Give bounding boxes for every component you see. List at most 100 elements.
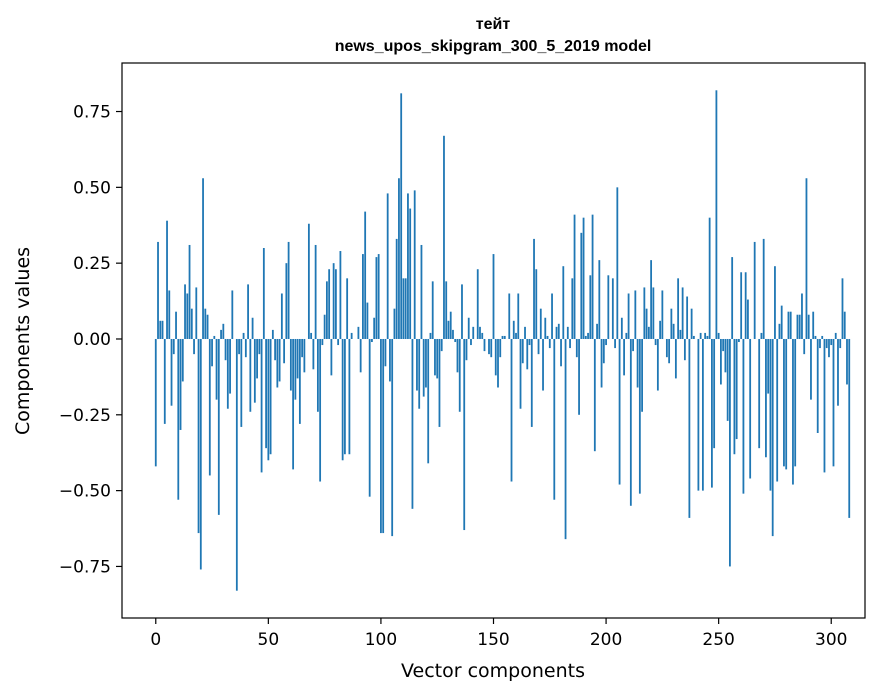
bar	[449, 311, 452, 339]
bar	[323, 314, 326, 339]
bar	[668, 338, 671, 364]
bar	[231, 290, 234, 339]
bar	[312, 338, 315, 370]
bar	[427, 338, 430, 464]
bar	[519, 338, 522, 409]
bar	[375, 257, 378, 339]
bar	[244, 338, 247, 358]
bar	[706, 335, 709, 339]
bar	[789, 311, 792, 339]
bar	[596, 323, 598, 339]
bar	[368, 338, 371, 497]
bar	[562, 266, 565, 339]
bar	[627, 293, 630, 339]
bar	[614, 338, 616, 349]
bar	[445, 281, 448, 339]
bar	[467, 317, 470, 339]
bar	[301, 338, 304, 358]
bar	[420, 244, 423, 339]
bar	[177, 338, 180, 500]
bar	[830, 338, 833, 346]
x-tick-label: 300	[815, 630, 847, 650]
bar	[204, 308, 207, 339]
bar	[672, 323, 675, 339]
bar	[634, 290, 637, 339]
x-tick-label: 0	[150, 630, 161, 650]
bar	[605, 338, 607, 346]
bar	[267, 338, 270, 461]
bar	[661, 290, 664, 339]
y-tick-label: 0.50	[73, 178, 111, 198]
bar	[530, 338, 533, 427]
bar	[767, 338, 770, 394]
bar	[416, 338, 418, 391]
bar	[783, 338, 785, 467]
bar	[179, 338, 182, 430]
bar	[733, 338, 736, 455]
y-tick-label: 0.75	[73, 103, 111, 123]
bar	[314, 244, 317, 339]
bar	[242, 332, 245, 339]
y-axis-label: Components values	[12, 247, 34, 435]
bar	[251, 317, 254, 339]
bar	[611, 278, 614, 339]
bar	[490, 338, 493, 358]
bar	[321, 338, 324, 346]
bar	[481, 332, 484, 339]
bar	[163, 338, 166, 424]
bar	[476, 269, 479, 339]
bar	[217, 338, 220, 515]
bar	[337, 338, 340, 346]
x-tick-label: 100	[365, 630, 397, 650]
bar	[402, 278, 405, 339]
bar	[616, 187, 619, 339]
bar	[483, 338, 486, 352]
bar	[256, 338, 258, 379]
bar	[292, 338, 295, 470]
bar	[578, 338, 580, 415]
bar	[463, 338, 466, 531]
bar	[600, 338, 603, 388]
bar	[515, 332, 517, 339]
bar	[539, 308, 542, 339]
bar	[168, 290, 171, 339]
bar	[623, 338, 625, 376]
bar	[704, 332, 707, 339]
bar	[724, 338, 727, 373]
bar	[785, 338, 788, 470]
bar	[458, 338, 461, 412]
y-tick-label: −0.25	[59, 406, 111, 426]
bar	[454, 338, 457, 343]
bar	[508, 293, 511, 339]
bar	[197, 338, 200, 534]
bar	[425, 338, 427, 388]
bar	[377, 254, 380, 339]
bar	[636, 338, 639, 388]
bar	[738, 338, 740, 343]
bar	[339, 251, 342, 339]
bar	[650, 260, 653, 339]
bar	[564, 338, 567, 540]
bar	[287, 241, 290, 339]
x-tick-label: 50	[258, 630, 280, 650]
bar	[172, 338, 175, 355]
bar	[747, 299, 749, 339]
bar	[591, 214, 594, 339]
bar	[632, 338, 634, 352]
bar	[364, 211, 367, 339]
bar	[769, 338, 772, 491]
bar	[271, 329, 274, 339]
bar	[503, 335, 506, 339]
bar	[641, 338, 643, 412]
bar	[625, 332, 628, 339]
bar	[692, 335, 695, 339]
bar	[735, 338, 738, 440]
bar	[821, 335, 824, 339]
bar	[620, 317, 623, 339]
bar	[253, 338, 256, 403]
bar	[262, 248, 265, 339]
bar	[215, 338, 218, 400]
bar	[796, 314, 799, 339]
bar	[492, 254, 495, 339]
bar	[274, 338, 276, 361]
